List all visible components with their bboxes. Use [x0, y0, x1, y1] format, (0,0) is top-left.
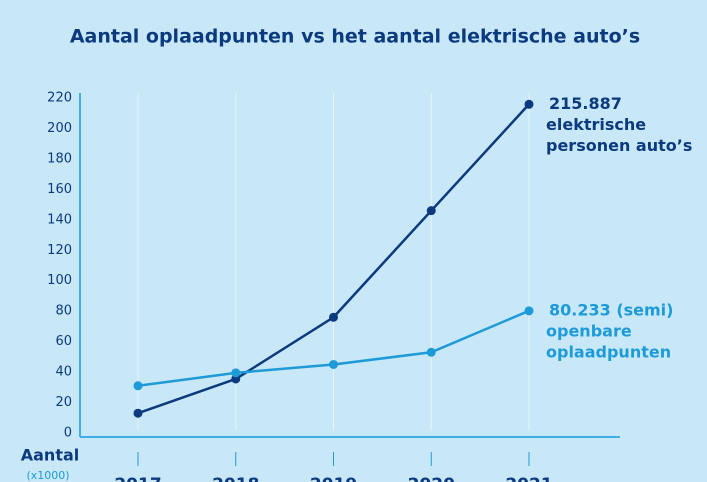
x-tick-label: 2018 — [212, 475, 259, 482]
y-tick-label: 180 — [47, 151, 72, 166]
data-point — [524, 306, 534, 316]
data-point — [329, 312, 338, 322]
series-label: 80.233 (semi) — [549, 300, 673, 319]
x-tick-label: 2020 — [408, 475, 455, 482]
y-tick-label: 220 — [47, 91, 72, 106]
data-point — [426, 347, 436, 357]
y-tick-label: 40 — [55, 365, 72, 380]
y-tick-label: 100 — [47, 273, 72, 288]
data-point — [426, 206, 436, 216]
x-tick-label: 2019 — [310, 475, 357, 482]
y-tick-label: 20 — [55, 395, 72, 410]
data-point — [524, 99, 534, 109]
chart-title: Aantal oplaadpunten vs het aantal elektr… — [70, 26, 640, 48]
y-tick-label: 140 — [47, 212, 72, 227]
series-label: openbare — [546, 321, 632, 340]
y-tick-label: 200 — [47, 121, 72, 136]
x-tick-label: 2017 — [114, 475, 161, 482]
y-tick-label: 0 — [64, 426, 72, 441]
y-tick-label: 120 — [47, 243, 72, 258]
series-label: oplaadpunten — [546, 342, 671, 361]
series-label: personen auto’s — [546, 136, 692, 155]
y-axis-label: Aantal — [21, 446, 80, 465]
data-point — [329, 359, 338, 369]
data-point — [133, 408, 143, 418]
y-tick-label: 160 — [47, 182, 72, 197]
data-point — [231, 368, 241, 378]
y-axis-unit: (x1000) — [26, 469, 69, 482]
series-label: elektrische — [546, 115, 646, 134]
y-tick-label: 80 — [55, 304, 72, 319]
series-label: 215.887 — [549, 94, 622, 113]
data-point — [133, 381, 143, 391]
y-tick-label: 60 — [55, 334, 72, 349]
